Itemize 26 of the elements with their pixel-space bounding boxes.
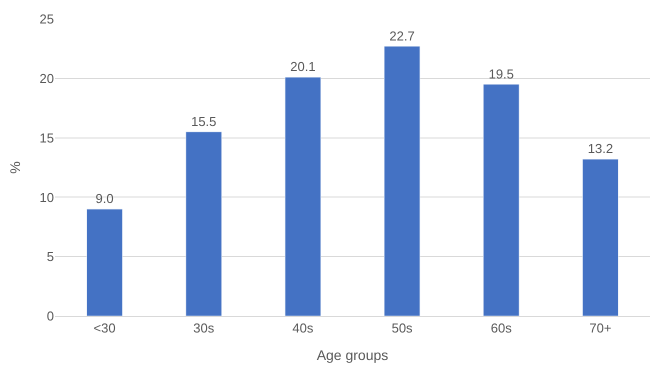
x-tick-label: 50s xyxy=(392,320,414,336)
data-label: 20.1 xyxy=(290,59,316,74)
x-tick-label: 70+ xyxy=(589,320,612,336)
x-tick-label: 40s xyxy=(292,320,314,336)
data-label: 22.7 xyxy=(389,28,415,44)
x-tick-label: 60s xyxy=(490,320,512,336)
y-axis-title: % xyxy=(7,161,24,174)
data-label: 9.0 xyxy=(96,191,114,206)
y-tick-label: 10 xyxy=(40,190,54,205)
bar xyxy=(582,158,619,316)
data-label: 13.2 xyxy=(588,141,614,156)
bar xyxy=(86,208,123,316)
bar xyxy=(483,84,520,316)
bar xyxy=(384,46,420,316)
y-tick-label: 25 xyxy=(40,12,54,27)
bar xyxy=(186,132,222,316)
y-tick-label: 15 xyxy=(40,130,54,146)
x-axis-title: Age groups xyxy=(316,346,388,363)
x-tick-label: 30s xyxy=(193,320,215,336)
data-label: 15.5 xyxy=(191,114,216,129)
data-label: 19.5 xyxy=(488,66,514,82)
x-tick-label: <30 xyxy=(94,320,116,336)
y-tick-label: 5 xyxy=(46,249,54,264)
y-tick-label: 20 xyxy=(40,70,54,86)
y-tick-label: 0 xyxy=(46,308,54,324)
bar xyxy=(284,76,322,316)
